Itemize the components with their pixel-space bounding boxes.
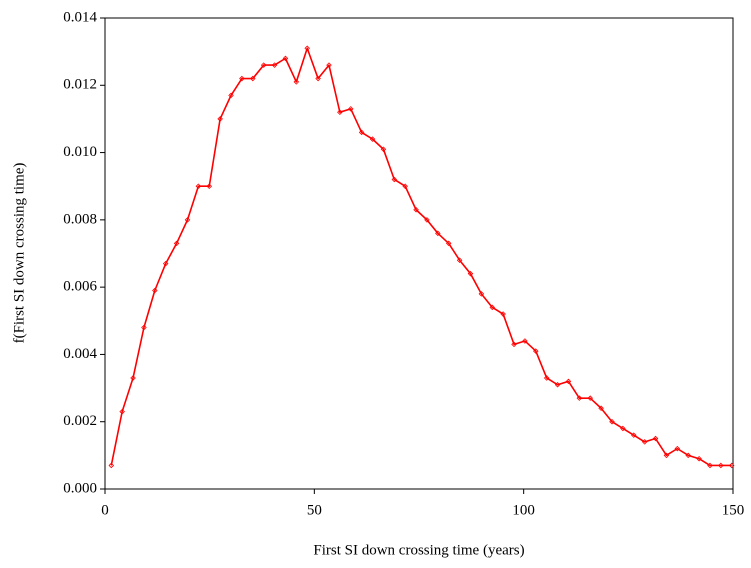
point-marker	[598, 405, 604, 412]
x-tick-label: 100	[512, 502, 535, 518]
point-marker	[337, 109, 343, 115]
point-marker	[576, 395, 583, 401]
point-marker	[217, 116, 223, 122]
y-tick-label: 0.004	[63, 346, 97, 362]
point-marker	[184, 217, 191, 223]
y-tick-label: 0.000	[63, 480, 97, 496]
point-marker	[119, 408, 125, 415]
y-tick-label: 0.012	[63, 77, 97, 93]
point-marker	[162, 260, 169, 267]
y-axis-label: f(First SI down crossing time)	[11, 163, 27, 344]
point-marker	[206, 183, 213, 189]
point-marker	[565, 378, 572, 385]
point-marker	[391, 176, 398, 183]
point-marker	[141, 324, 147, 331]
point-marker	[489, 304, 496, 311]
point-marker	[380, 146, 387, 152]
point-marker	[315, 75, 321, 82]
x-tick-label: 50	[307, 502, 322, 518]
point-marker	[587, 395, 594, 401]
point-marker	[304, 45, 310, 52]
point-marker	[696, 455, 702, 462]
point-marker	[631, 432, 637, 438]
point-marker	[707, 462, 713, 469]
point-marker	[271, 62, 278, 68]
plot-frame	[104, 17, 734, 490]
point-marker	[445, 240, 452, 247]
point-marker	[554, 381, 561, 388]
point-marker	[195, 183, 202, 189]
point-marker	[641, 439, 648, 445]
point-marker	[228, 92, 234, 99]
point-marker	[347, 106, 354, 112]
y-tick-label: 0.010	[63, 144, 97, 160]
point-marker	[522, 338, 528, 344]
point-marker	[467, 270, 474, 277]
point-marker	[652, 435, 659, 442]
point-marker	[728, 462, 735, 469]
point-marker	[402, 183, 408, 189]
point-marker	[609, 418, 615, 425]
point-marker	[293, 79, 300, 85]
point-marker	[260, 62, 267, 68]
y-tick-label: 0.006	[63, 279, 97, 295]
point-marker	[250, 75, 256, 82]
point-marker	[435, 230, 441, 237]
point-marker	[620, 425, 626, 432]
point-marker	[130, 375, 136, 381]
point-marker	[424, 217, 430, 223]
point-marker	[500, 311, 506, 317]
point-marker	[326, 62, 332, 68]
point-marker	[511, 341, 517, 348]
point-marker	[152, 287, 158, 294]
x-tick-label: 0	[101, 502, 109, 518]
series-line	[110, 47, 732, 467]
point-marker	[413, 206, 419, 213]
x-tick-label: 150	[722, 502, 745, 518]
point-marker	[533, 348, 539, 354]
y-tick-label: 0.014	[63, 9, 97, 25]
point-marker	[239, 75, 245, 82]
point-marker	[108, 462, 115, 469]
point-marker	[478, 291, 485, 297]
point-marker	[543, 375, 550, 381]
point-marker	[282, 55, 289, 62]
point-marker	[685, 452, 691, 459]
point-marker	[663, 452, 670, 459]
point-marker	[456, 257, 463, 263]
y-tick-label: 0.008	[63, 211, 97, 227]
x-axis-label: First SI down crossing time (years)	[313, 542, 524, 558]
point-marker	[674, 445, 681, 452]
y-tick-label: 0.002	[63, 413, 97, 429]
point-marker	[358, 129, 365, 136]
point-marker	[173, 240, 180, 247]
point-marker	[718, 462, 724, 469]
point-marker	[369, 136, 376, 142]
